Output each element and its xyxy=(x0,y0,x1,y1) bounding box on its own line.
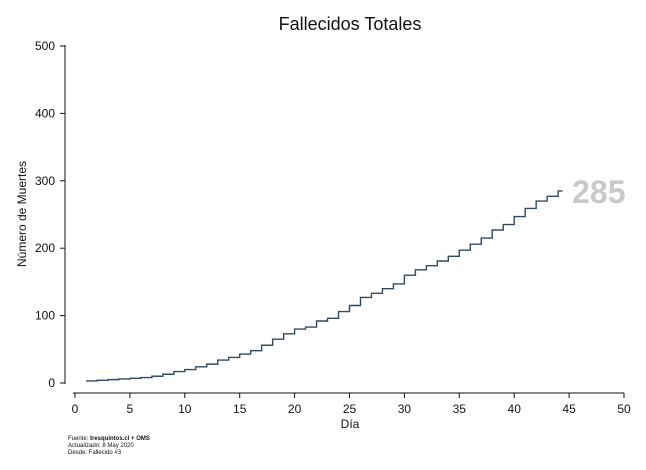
y-tick-label: 100 xyxy=(35,309,55,323)
y-tick-label: 400 xyxy=(35,106,55,120)
x-tick-label: 40 xyxy=(508,402,522,416)
x-axis-label: Día xyxy=(341,417,360,431)
x-tick-label: 25 xyxy=(343,402,357,416)
footer-notes: Fuente: tresquintos.cl + OMS Actualizado… xyxy=(68,436,150,457)
footer-source: Fuente: tresquintos.cl + OMS xyxy=(68,436,150,443)
x-tick-label: 15 xyxy=(233,402,247,416)
footer-since: Desde: Fallecido #3 xyxy=(68,450,122,456)
footer-updated: Actualizado: 8 May 2020 xyxy=(68,443,134,449)
y-tick-label: 0 xyxy=(48,376,55,390)
x-tick-label: 0 xyxy=(72,402,79,416)
y-tick-label: 500 xyxy=(35,39,55,53)
chart-title: Fallecidos Totales xyxy=(279,14,422,34)
series-group xyxy=(85,190,563,382)
x-tick-label: 5 xyxy=(127,402,134,416)
y-axis-label: Número de Muertes xyxy=(15,161,29,267)
y-ticks: 0 100 200 300 400 500 xyxy=(35,39,65,390)
end-value-label: 285 xyxy=(572,174,625,210)
x-tick-label: 35 xyxy=(453,402,467,416)
footer-source-value: tresquintos.cl + OMS xyxy=(90,436,150,442)
x-tick-label: 50 xyxy=(617,402,631,416)
footer-source-label: Fuente: xyxy=(68,436,91,442)
x-tick-label: 45 xyxy=(562,402,576,416)
x-tick-label: 10 xyxy=(178,402,192,416)
y-tick-label: 200 xyxy=(35,241,55,255)
x-tick-label: 20 xyxy=(288,402,302,416)
series-line xyxy=(85,190,563,382)
x-tick-label: 30 xyxy=(398,402,412,416)
x-ticks: 0 5 10 15 20 25 30 35 40 45 50 xyxy=(72,393,631,416)
y-tick-label: 300 xyxy=(35,174,55,188)
